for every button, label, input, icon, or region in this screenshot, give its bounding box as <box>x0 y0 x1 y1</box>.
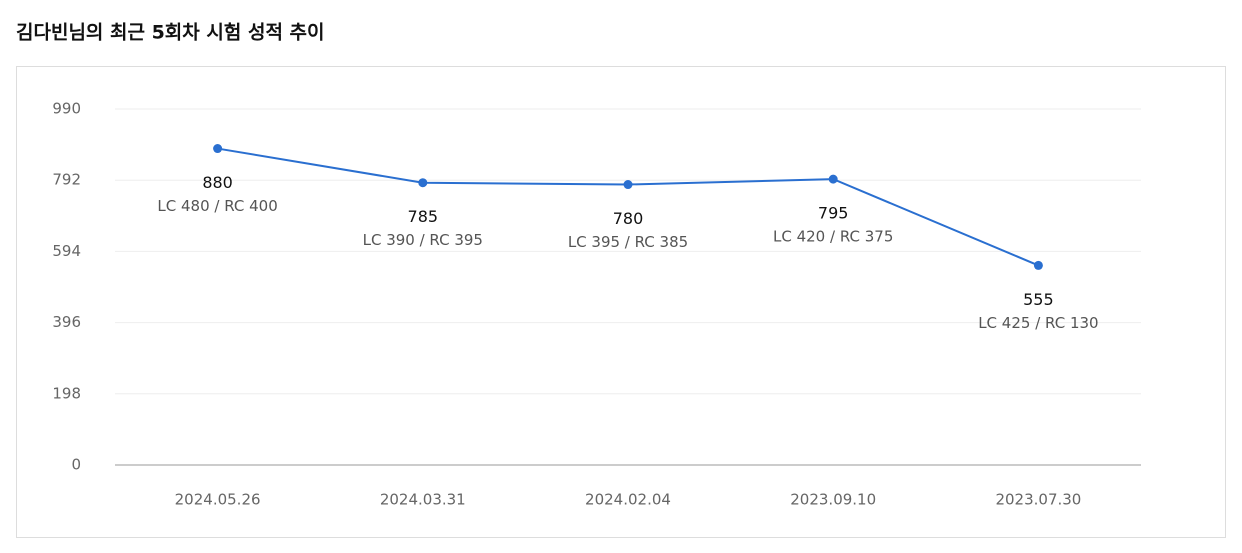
data-label: 880 <box>202 173 233 192</box>
data-point <box>623 180 633 190</box>
y-tick-label: 198 <box>52 384 81 402</box>
x-tick-label: 2024.05.26 <box>175 491 261 509</box>
data-note: LC 390 / RC 395 <box>363 231 483 249</box>
x-tick-label: 2024.02.04 <box>585 491 671 509</box>
data-label: 785 <box>408 207 439 226</box>
x-tick-label: 2023.07.30 <box>995 491 1081 509</box>
data-label: 780 <box>613 209 644 228</box>
chart-title: 김다빈님의 최근 5회차 시험 성적 추이 <box>16 22 325 44</box>
data-point <box>213 144 223 154</box>
y-tick-label: 990 <box>52 100 81 118</box>
data-label: 795 <box>818 204 849 223</box>
data-point <box>418 178 428 188</box>
data-point <box>828 174 838 184</box>
data-point <box>1033 260 1043 270</box>
y-tick-label: 396 <box>52 313 81 331</box>
data-label: 555 <box>1023 290 1054 309</box>
y-tick-label: 594 <box>52 242 81 260</box>
data-note: LC 395 / RC 385 <box>568 233 688 251</box>
y-tick-label: 0 <box>71 456 81 474</box>
y-tick-label: 792 <box>52 171 81 189</box>
data-note: LC 480 / RC 400 <box>157 197 277 215</box>
x-tick-label: 2023.09.10 <box>790 491 876 509</box>
x-tick-label: 2024.03.31 <box>380 491 466 509</box>
data-note: LC 420 / RC 375 <box>773 228 893 246</box>
data-note: LC 425 / RC 130 <box>978 314 1098 332</box>
